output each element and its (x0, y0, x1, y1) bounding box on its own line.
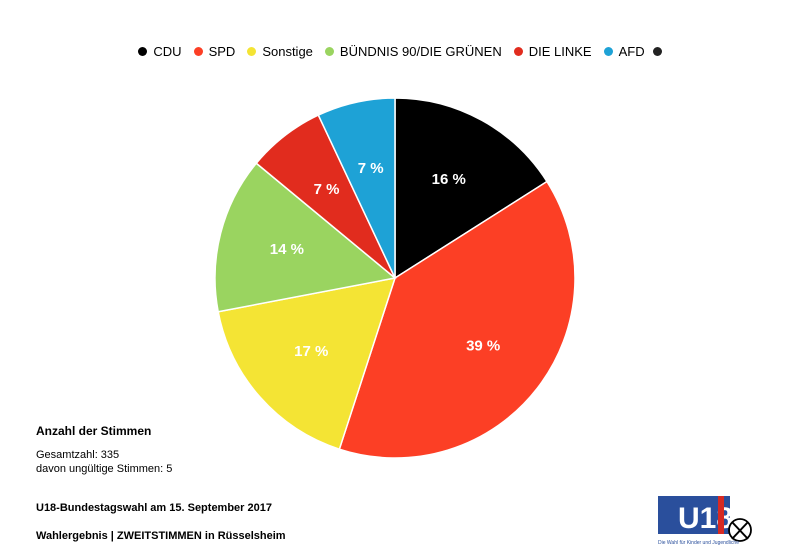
votes-invalid: davon ungültige Stimmen: 5 (36, 463, 173, 475)
legend-dot-icon (603, 47, 613, 56)
logo-red-bar (718, 496, 724, 534)
u18-logo: U18 Die Wahl für Kinder und Jugendliche (658, 496, 752, 546)
votes-title: Anzahl der Stimmen (36, 424, 152, 438)
pie-slice-afd (317, 97, 396, 279)
slice-label: 16 % (432, 171, 466, 188)
legend-item: BÜNDNIS 90/DIE GRÜNEN (324, 44, 502, 59)
logo-ballot-circle-icon (728, 518, 752, 542)
legend-dot-icon (247, 47, 257, 56)
legend-label: Sonstige (262, 44, 313, 59)
legend-label: CDU (153, 44, 182, 59)
slice-label: 39 % (466, 337, 500, 354)
legend-trailing-dot-icon (652, 47, 662, 56)
result-caption: Wahlergebnis | ZWEITSTIMMEN in Rüsselshe… (36, 530, 286, 542)
legend-dot-icon (513, 47, 523, 56)
votes-summary: Anzahl der Stimmen Gesamtzahl: 335 davon… (36, 424, 172, 476)
votes-total: Gesamtzahl: 335 (36, 449, 120, 461)
legend-item: SPD (193, 44, 236, 59)
pie-slice-spd (338, 180, 576, 459)
legend-dot-icon (324, 47, 334, 56)
slice-label: 14 % (270, 241, 304, 258)
legend-item: DIE LINKE (513, 44, 592, 59)
chart-legend: CDU SPD Sonstige BÜNDNIS 90/DIE GRÜNEN DIE L… (0, 44, 794, 59)
legend-label: SPD (208, 44, 236, 59)
slice-label: 17 % (294, 343, 328, 360)
logo-text: U18 (678, 502, 733, 535)
legend-item: Sonstige (247, 44, 313, 59)
legend-label: DIE LINKE (528, 44, 592, 59)
slice-label: 7 % (314, 181, 340, 198)
logo-tagline: Die Wahl für Kinder und Jugendliche (658, 540, 739, 546)
legend-dot-icon (193, 47, 203, 56)
legend-label: AFD (618, 44, 645, 59)
pie-chart: 16 % 39 % 17 % 14 % 7 % 7 % (214, 97, 576, 459)
legend-item: AFD (603, 44, 645, 59)
pie-slice-cdu (394, 97, 549, 280)
pie-slice-sonstige (217, 277, 397, 451)
legend-item: CDU (138, 44, 182, 59)
slice-label: 7 % (358, 160, 384, 177)
pie-slice-b-ndnis-90-die-gr-nen (214, 162, 397, 313)
election-date: U18-Bundestagswahl am 15. September 2017 (36, 502, 272, 514)
legend-dot-icon (138, 47, 148, 56)
legend-label: BÜNDNIS 90/DIE GRÜNEN (339, 44, 502, 59)
